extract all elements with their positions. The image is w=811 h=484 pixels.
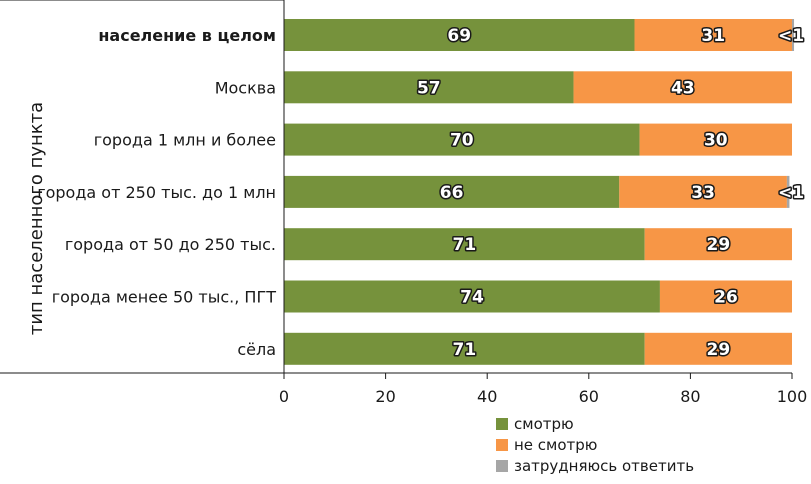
- data-label: 57: [417, 78, 441, 98]
- bar-segment: [284, 123, 640, 156]
- data-label: <1: [778, 183, 804, 203]
- bar-segment: [634, 19, 792, 51]
- data-label: 66: [440, 183, 464, 203]
- bar-segment: [792, 19, 795, 51]
- bar-segment: [619, 175, 787, 208]
- bar-segment: [659, 280, 792, 313]
- data-label: 43: [671, 78, 695, 98]
- bar-segment: [284, 71, 574, 104]
- category-label: города менее 50 тыс., ПГТ: [52, 288, 276, 307]
- category-label: Москва: [215, 78, 276, 97]
- chart: тип населенного пункта население в целом…: [0, 0, 807, 406]
- y-axis-label: тип населенного пункта: [26, 102, 47, 335]
- bar-segment: [644, 228, 792, 261]
- bar-segment: [644, 332, 792, 365]
- category-labels: население в целом Москва города 1 млн и бо…: [37, 26, 276, 359]
- legend-item: смотрю: [496, 413, 694, 434]
- data-label: 70: [450, 131, 474, 151]
- x-tick-label: 80: [680, 387, 700, 406]
- legend-label: не смотрю: [514, 435, 598, 454]
- legend-swatch: [496, 459, 508, 472]
- bar-segment: [284, 19, 635, 51]
- category-label: население в целом: [98, 26, 276, 45]
- bar-segment: [284, 332, 645, 365]
- data-label: 29: [707, 340, 731, 360]
- x-tick-labels: 0 20 40 60 80 100: [279, 373, 807, 406]
- legend-swatch: [496, 438, 508, 451]
- data-label: 29: [707, 235, 731, 255]
- bars: 69 31 <1 57 43 70 30 66 33 <1 71 29 74 26 71 29: [284, 19, 806, 365]
- data-label: 71: [453, 340, 477, 360]
- data-label: 71: [453, 235, 477, 255]
- legend-label: смотрю: [514, 414, 574, 433]
- bar-segment: [573, 71, 792, 104]
- bar-segment: [284, 175, 620, 208]
- bar-segment: [284, 228, 645, 261]
- x-tick-label: 20: [375, 387, 395, 406]
- x-tick-label: 100: [777, 387, 808, 406]
- data-label: <1: [778, 26, 804, 46]
- data-label: 30: [704, 131, 728, 151]
- category-label: сёла: [237, 340, 276, 359]
- data-label: 33: [691, 183, 715, 203]
- y-axis-label-group: тип населенного пункта: [26, 102, 47, 335]
- data-label: 26: [714, 288, 738, 308]
- legend-label: затрудняюсь ответить: [514, 456, 695, 475]
- bar-segment: [639, 123, 792, 156]
- category-label: города от 250 тыс. до 1 млн: [37, 183, 276, 202]
- data-label: 69: [447, 26, 471, 46]
- axes: [0, 0, 792, 374]
- x-tick-label: 0: [279, 387, 289, 406]
- data-label: 31: [701, 26, 725, 46]
- x-tick-label: 60: [579, 387, 599, 406]
- legend-swatch: [496, 417, 508, 430]
- x-tick-label: 40: [477, 387, 497, 406]
- legend-item: затрудняюсь ответить: [496, 455, 694, 476]
- data-label: 74: [460, 288, 484, 308]
- legend: смотрю не смотрю затрудняюсь ответить: [496, 413, 694, 476]
- bar-segment: [786, 175, 790, 208]
- category-label: города от 50 до 250 тыс.: [65, 235, 276, 254]
- legend-item: не смотрю: [496, 434, 694, 455]
- bar-segment: [284, 280, 660, 313]
- category-label: города 1 млн и более: [94, 131, 276, 150]
